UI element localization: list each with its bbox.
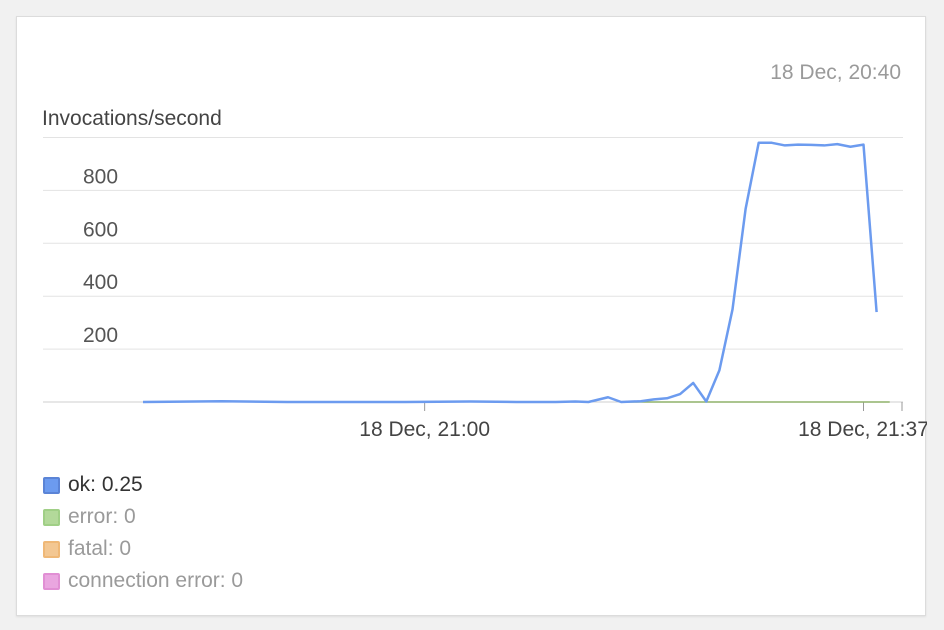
legend-label-ok: ok: 0.25 <box>68 473 143 496</box>
legend-label-fatal: fatal: 0 <box>68 537 132 560</box>
legend: ok: 0.25 error: 0 fatal: 0 connection er… <box>43 469 243 597</box>
y-tick-label: 400 <box>83 271 118 294</box>
legend-item-fatal[interactable]: fatal: 0 <box>43 533 243 565</box>
y-tick-label: 800 <box>83 165 118 188</box>
legend-swatch-error <box>43 508 60 526</box>
time-label: 18 Dec, 20:40 <box>770 61 901 84</box>
chart-card: 18 Dec, 20:40 Invocations/second 200 400 6… <box>16 16 927 616</box>
legend-item-error[interactable]: error: 0 <box>43 501 243 533</box>
x-tick-labels: 18 Dec, 21:00 18 Dec, 21:37 <box>359 402 927 441</box>
series-lines <box>142 141 890 404</box>
legend-label-connection-error: connection error: 0 <box>68 569 244 592</box>
y-axis-title: Invocations/second <box>42 107 222 130</box>
x-tick-label: 18 Dec, 21:37 <box>798 418 927 441</box>
y-tick-labels: 200 400 600 800 <box>83 165 118 347</box>
legend-swatch-fatal <box>43 540 60 558</box>
legend-swatch-connection-error <box>43 572 60 590</box>
legend-item-ok[interactable]: ok: 0.25 <box>43 469 243 501</box>
grid-lines <box>43 137 903 403</box>
x-tick-label: 18 Dec, 21:00 <box>359 418 490 441</box>
legend-swatch-ok <box>43 476 60 494</box>
y-tick-label: 600 <box>83 218 118 241</box>
chart-plot: 200 400 600 800 18 Dec, 21:00 18 Dec, 21:37 <box>43 137 927 441</box>
legend-label-error: error: 0 <box>68 505 136 528</box>
series-line-ok <box>142 141 878 404</box>
legend-item-connection-error[interactable]: connection error: 0 <box>43 565 243 597</box>
y-tick-label: 200 <box>83 324 118 347</box>
